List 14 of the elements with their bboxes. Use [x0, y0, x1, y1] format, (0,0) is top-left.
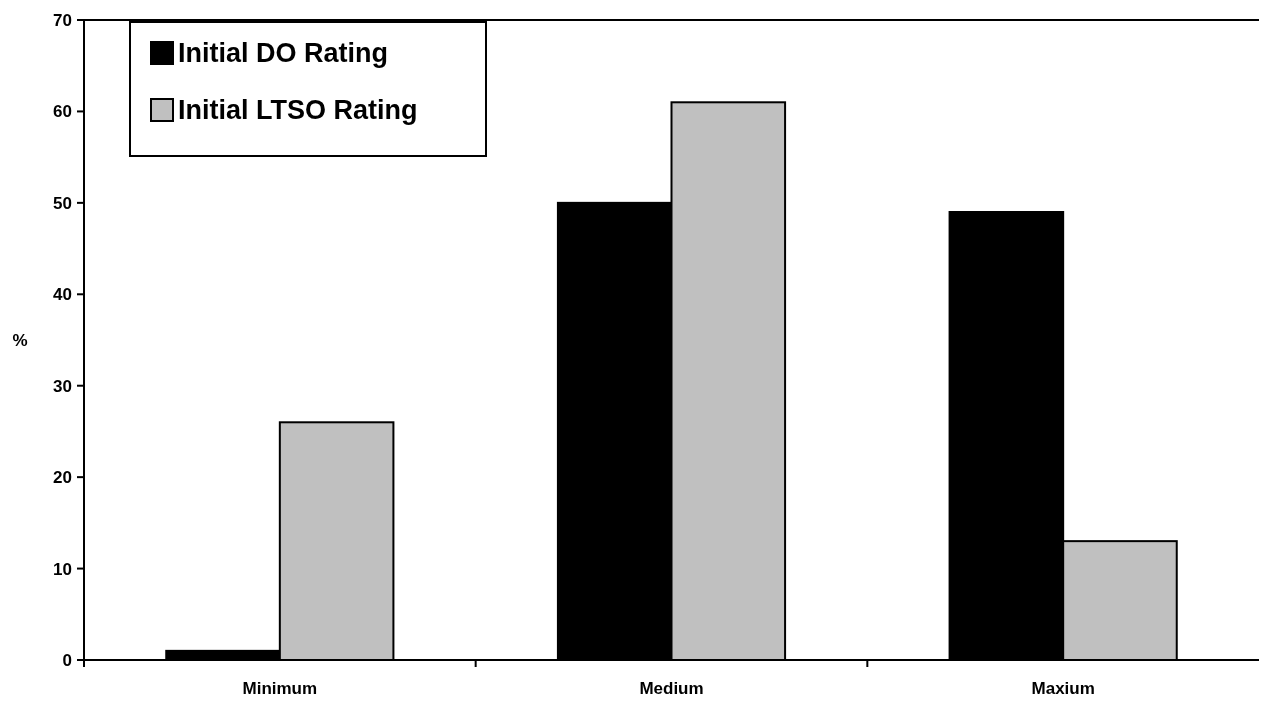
- y-tick-label: 60: [53, 102, 72, 122]
- x-tick-label: Maxium: [1031, 679, 1095, 698]
- x-tick-label: Medium: [639, 679, 704, 698]
- legend-label: Initial LTSO Rating: [178, 95, 418, 126]
- y-tick-label: 40: [53, 285, 72, 305]
- y-axis-title: %: [12, 330, 28, 350]
- y-tick-label: 20: [53, 468, 72, 488]
- y-tick-label: 50: [53, 193, 72, 213]
- y-tick-label: 30: [53, 376, 72, 396]
- y-tick-label: 0: [62, 650, 72, 670]
- y-tick-label: 70: [53, 10, 72, 30]
- x-tick-label: Minimum: [242, 679, 318, 698]
- legend-label: Initial DO Rating: [178, 38, 389, 69]
- y-tick-label: 10: [53, 559, 72, 579]
